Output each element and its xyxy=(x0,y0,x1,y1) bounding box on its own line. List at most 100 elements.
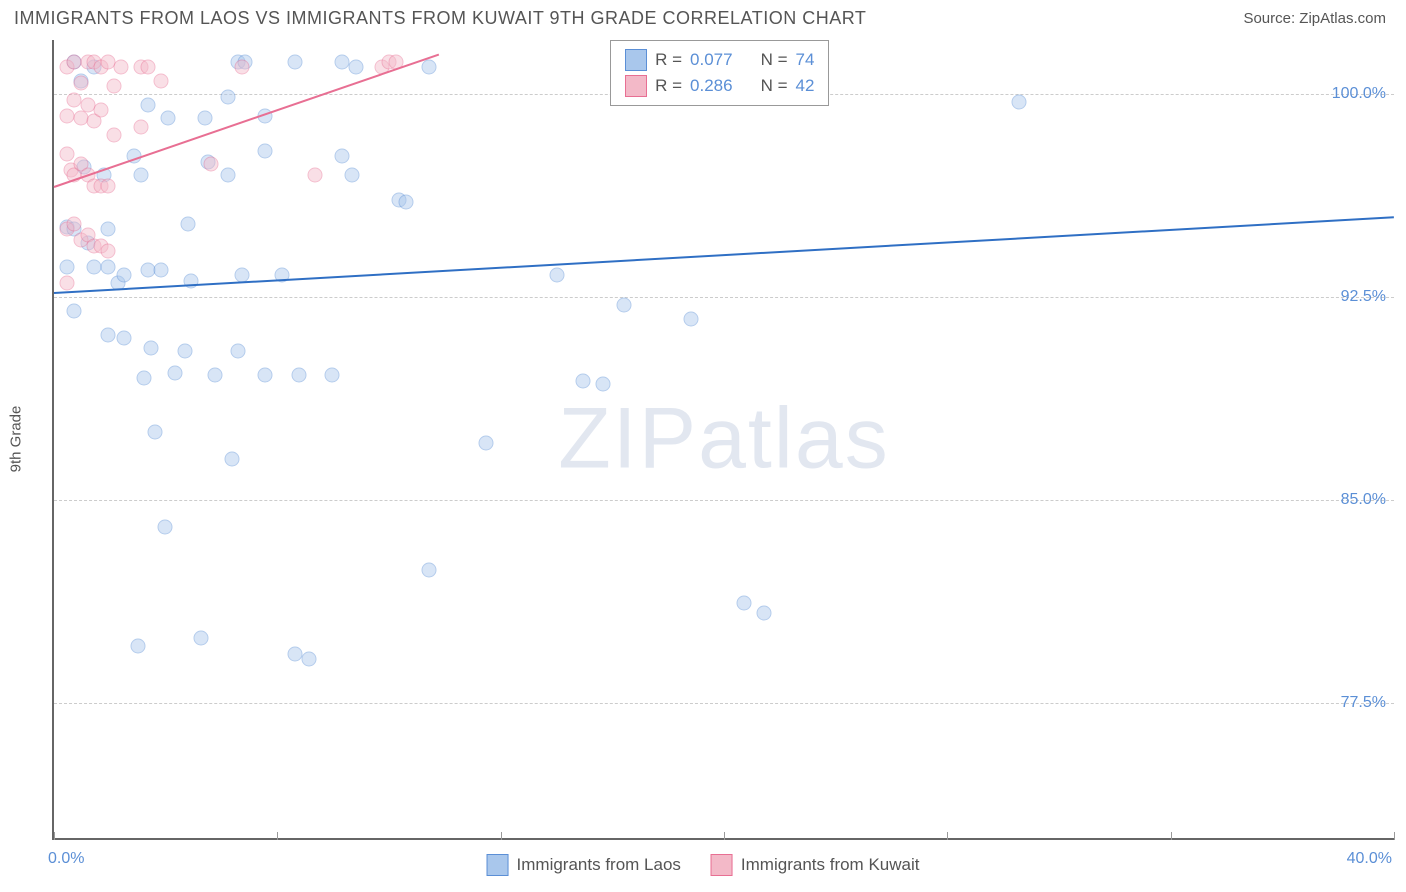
data-point xyxy=(130,638,145,653)
chart-title: IMMIGRANTS FROM LAOS VS IMMIGRANTS FROM … xyxy=(14,8,866,29)
data-point xyxy=(100,222,115,237)
legend-label: Immigrants from Laos xyxy=(517,855,681,875)
data-point xyxy=(207,368,222,383)
x-tick xyxy=(1394,832,1395,840)
data-point xyxy=(67,303,82,318)
data-point xyxy=(147,425,162,440)
data-point xyxy=(258,368,273,383)
legend-stats: R = 0.077 N = 74 R = 0.286 N = 42 xyxy=(610,40,829,106)
data-point xyxy=(348,60,363,75)
data-point xyxy=(197,111,212,126)
data-point xyxy=(234,60,249,75)
data-point xyxy=(137,371,152,386)
y-tick-label: 77.5% xyxy=(1341,694,1386,712)
data-point xyxy=(100,327,115,342)
data-point xyxy=(258,143,273,158)
data-point xyxy=(67,216,82,231)
r-value: 0.286 xyxy=(690,76,733,96)
data-point xyxy=(60,260,75,275)
data-point xyxy=(160,111,175,126)
data-point xyxy=(683,311,698,326)
x-min-label: 0.0% xyxy=(48,850,84,868)
data-point xyxy=(398,195,413,210)
n-value: 74 xyxy=(796,50,815,70)
legend-item: Immigrants from Laos xyxy=(487,854,681,876)
trend-line xyxy=(54,216,1394,294)
data-point xyxy=(288,54,303,69)
data-point xyxy=(301,652,316,667)
x-tick xyxy=(501,832,502,840)
data-point xyxy=(616,298,631,313)
watermark: ZIPatlas xyxy=(558,390,889,489)
legend-swatch xyxy=(711,854,733,876)
data-point xyxy=(134,168,149,183)
data-point xyxy=(73,76,88,91)
r-label: R = xyxy=(655,50,682,70)
r-label: R = xyxy=(655,76,682,96)
data-point xyxy=(422,563,437,578)
x-tick xyxy=(1171,832,1172,840)
data-point xyxy=(154,262,169,277)
scatter-chart: 9th Grade ZIPatlas 77.5%85.0%92.5%100.0%… xyxy=(52,40,1394,840)
x-tick xyxy=(724,832,725,840)
data-point xyxy=(181,216,196,231)
data-point xyxy=(154,73,169,88)
data-point xyxy=(60,276,75,291)
source-label: Source: ZipAtlas.com xyxy=(1243,10,1386,27)
x-tick xyxy=(947,832,948,840)
data-point xyxy=(224,452,239,467)
legend-stats-row: R = 0.286 N = 42 xyxy=(625,73,814,99)
gridline xyxy=(54,297,1394,298)
legend-swatch xyxy=(625,49,647,71)
r-value: 0.077 xyxy=(690,50,733,70)
data-point xyxy=(422,60,437,75)
data-point xyxy=(221,89,236,104)
data-point xyxy=(144,341,159,356)
data-point xyxy=(117,268,132,283)
gridline xyxy=(54,703,1394,704)
n-value: 42 xyxy=(796,76,815,96)
legend-label: Immigrants from Kuwait xyxy=(741,855,920,875)
data-point xyxy=(1011,95,1026,110)
y-tick-label: 92.5% xyxy=(1341,288,1386,306)
data-point xyxy=(100,243,115,258)
data-point xyxy=(100,179,115,194)
data-point xyxy=(60,146,75,161)
data-point xyxy=(204,157,219,172)
data-point xyxy=(479,436,494,451)
gridline xyxy=(54,500,1394,501)
data-point xyxy=(140,97,155,112)
data-point xyxy=(157,519,172,534)
data-point xyxy=(167,365,182,380)
data-point xyxy=(576,373,591,388)
data-point xyxy=(134,119,149,134)
x-max-label: 40.0% xyxy=(1347,850,1392,868)
data-point xyxy=(596,376,611,391)
x-tick xyxy=(54,832,55,840)
legend-swatch xyxy=(487,854,509,876)
x-tick xyxy=(277,832,278,840)
n-label: N = xyxy=(761,76,788,96)
legend-item: Immigrants from Kuwait xyxy=(711,854,920,876)
legend-bottom: Immigrants from Laos Immigrants from Kuwa… xyxy=(487,854,920,876)
data-point xyxy=(231,344,246,359)
data-point xyxy=(114,60,129,75)
data-point xyxy=(325,368,340,383)
y-tick-label: 85.0% xyxy=(1341,491,1386,509)
n-label: N = xyxy=(761,50,788,70)
trend-line xyxy=(54,54,440,188)
legend-swatch xyxy=(625,75,647,97)
y-tick-label: 100.0% xyxy=(1332,85,1386,103)
data-point xyxy=(93,103,108,118)
data-point xyxy=(221,168,236,183)
data-point xyxy=(177,344,192,359)
data-point xyxy=(107,127,122,142)
data-point xyxy=(117,330,132,345)
data-point xyxy=(194,630,209,645)
legend-stats-row: R = 0.077 N = 74 xyxy=(625,47,814,73)
data-point xyxy=(291,368,306,383)
data-point xyxy=(335,149,350,164)
data-point xyxy=(100,260,115,275)
data-point xyxy=(737,595,752,610)
data-point xyxy=(757,606,772,621)
